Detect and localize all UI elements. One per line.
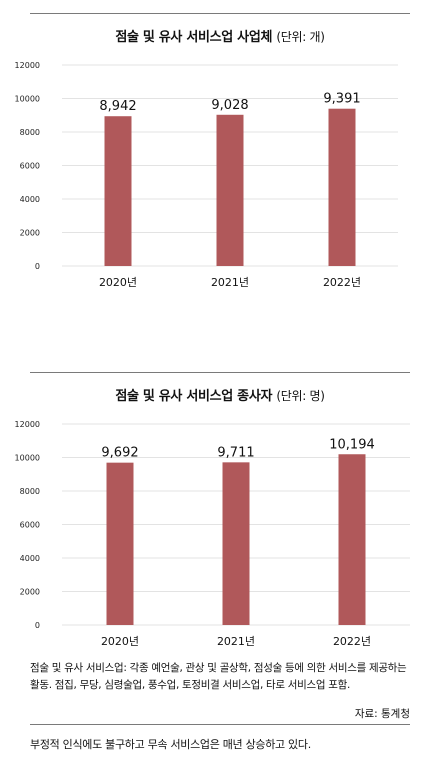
- chart1-category-label: 2021년: [211, 276, 249, 289]
- definition-note: 점술 및 유사 서비스업: 각종 예언술, 관상 및 골상학, 점성술 등에 의…: [30, 662, 407, 691]
- chart1-bar: [216, 114, 244, 266]
- image-caption: 부정적 인식에도 불구하고 무속 서비스업은 매년 상승하고 있다.: [30, 738, 311, 751]
- chart1-plot: 0 2000 4000 6000 8000 10000 12000 8,942 2020년 9,0…: [15, 61, 398, 289]
- chart2-plot: 0 2000 4000 6000 8000 10000 12000 9,692 2020년 9,7…: [15, 420, 410, 648]
- chart2-y-tick-label: 4000: [20, 554, 40, 563]
- chart2-category-label: 2021년: [217, 635, 255, 648]
- chart1-y-tick-label: 8000: [20, 128, 40, 137]
- chart1-bar: [328, 108, 356, 266]
- bottom-rule: [30, 724, 410, 725]
- chart1-y-tick-label: 6000: [20, 162, 40, 171]
- chart1-category-label: 2022년: [323, 276, 361, 289]
- top-rule: [30, 13, 410, 14]
- chart1-data-label: 9,391: [323, 92, 360, 107]
- chart1-y-tick-label: 10000: [15, 95, 40, 104]
- chart2-data-label: 9,692: [101, 446, 138, 461]
- chart2-title-text: 점술 및 유사 서비스업 종사자: [115, 389, 273, 404]
- chart2-title: 점술 및 유사 서비스업 종사자 (단위: 명): [30, 385, 410, 404]
- chart2-category-label: 2022년: [333, 635, 371, 648]
- chart2-data-label: 10,194: [329, 437, 375, 452]
- source-label: 자료: 통계청: [354, 708, 410, 720]
- chart2-bar: [106, 462, 134, 625]
- chart2-category-label: 2020년: [101, 635, 139, 648]
- chart1-y-tick-label: 12000: [15, 61, 40, 70]
- chart2-y-tick-label: 12000: [15, 420, 40, 429]
- chart1-data-label: 9,028: [211, 98, 248, 113]
- chart2-bar: [222, 462, 250, 625]
- chart1-y-tick-label: 2000: [20, 229, 40, 238]
- chart1-unit-label: (단위: 개): [276, 30, 325, 44]
- chart2-y-tick-label: 8000: [20, 487, 40, 496]
- chart1-data-label: 8,942: [99, 99, 136, 114]
- chart1-bar: [104, 116, 132, 266]
- chart1-category-label: 2020년: [99, 276, 137, 289]
- chart1-y-tick-label: 0: [35, 262, 40, 271]
- chart1-title: 점술 및 유사 서비스업 사업체 (단위: 개): [30, 26, 410, 45]
- chart2-y-tick-label: 10000: [15, 454, 40, 463]
- chart2-y-tick-label: 2000: [20, 588, 40, 597]
- chart2-unit-label: (단위: 명): [276, 389, 325, 403]
- chart2-data-label: 9,711: [217, 445, 254, 460]
- chart2-bar: [338, 454, 366, 625]
- chart2-y-tick-label: 0: [35, 621, 40, 630]
- chart2-y-tick-label: 6000: [20, 521, 40, 530]
- chart1-title-text: 점술 및 유사 서비스업 사업체: [115, 30, 273, 45]
- chart1-y-tick-label: 4000: [20, 195, 40, 204]
- middle-rule: [30, 372, 410, 373]
